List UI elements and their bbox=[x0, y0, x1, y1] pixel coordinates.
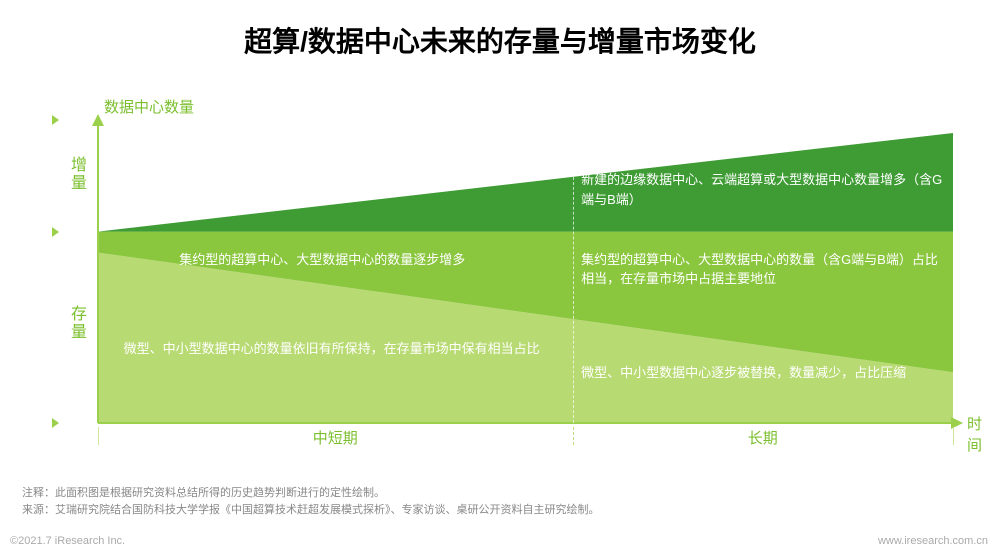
footer-right: www.iresearch.com.cn bbox=[878, 535, 988, 547]
region-label-dark: 新建的边缘数据中心、云端超算或大型数据中心数量增多（含G端与B端） bbox=[581, 170, 949, 209]
x-period-left: 中短期 bbox=[98, 427, 573, 448]
region-label-light-left: 微型、中小型数据中心的数量依旧有所保持，在存量市场中保有相当占比 bbox=[124, 339, 543, 359]
chart-notes: 注释：此面积图是根据研究资料总结所得的历史趋势判断进行的定性绘制。 来源：艾瑞研… bbox=[22, 485, 600, 518]
period-divider-inside bbox=[573, 177, 574, 423]
note-text-1: 此面积图是根据研究资料总结所得的历史趋势判断进行的定性绘制。 bbox=[55, 487, 385, 499]
region-label-light-right: 微型、中小型数据中心逐步被替换，数量减少，占比压缩 bbox=[581, 363, 940, 383]
x-axis-title: 时间 bbox=[967, 413, 982, 455]
y-tick-bot bbox=[52, 418, 59, 428]
y-side-label-lower: 存量 bbox=[64, 305, 88, 341]
y-side-label-upper: 增量 bbox=[64, 156, 88, 192]
y-tick-mid bbox=[52, 227, 59, 237]
y-tick-top bbox=[52, 115, 59, 125]
footer-left: ©2021.7 iResearch Inc. bbox=[10, 535, 125, 547]
note-label-2: 来源： bbox=[22, 504, 55, 516]
x-tick-right bbox=[953, 427, 954, 445]
note-label-1: 注释： bbox=[22, 487, 55, 499]
note-text-2: 艾瑞研究院结合国防科技大学学报《中国超算技术赶超发展模式探析》、专家访谈、桌研公… bbox=[55, 504, 600, 516]
x-period-right: 长期 bbox=[573, 427, 953, 448]
area-chart: 增量 存量 数据中心数量 时间 新建的边缘数据中心、云端超算或大型数据中心数量增… bbox=[58, 88, 968, 443]
page-title: 超算/数据中心未来的存量与增量市场变化 bbox=[0, 20, 1000, 60]
y-axis-title: 数据中心数量 bbox=[104, 96, 194, 117]
region-label-mid-right: 集约型的超算中心、大型数据中心的数量（含G端与B端）占比相当，在存量市场中占据主… bbox=[581, 250, 940, 289]
region-label-mid-left: 集约型的超算中心、大型数据中心的数量逐步增多 bbox=[179, 250, 538, 270]
